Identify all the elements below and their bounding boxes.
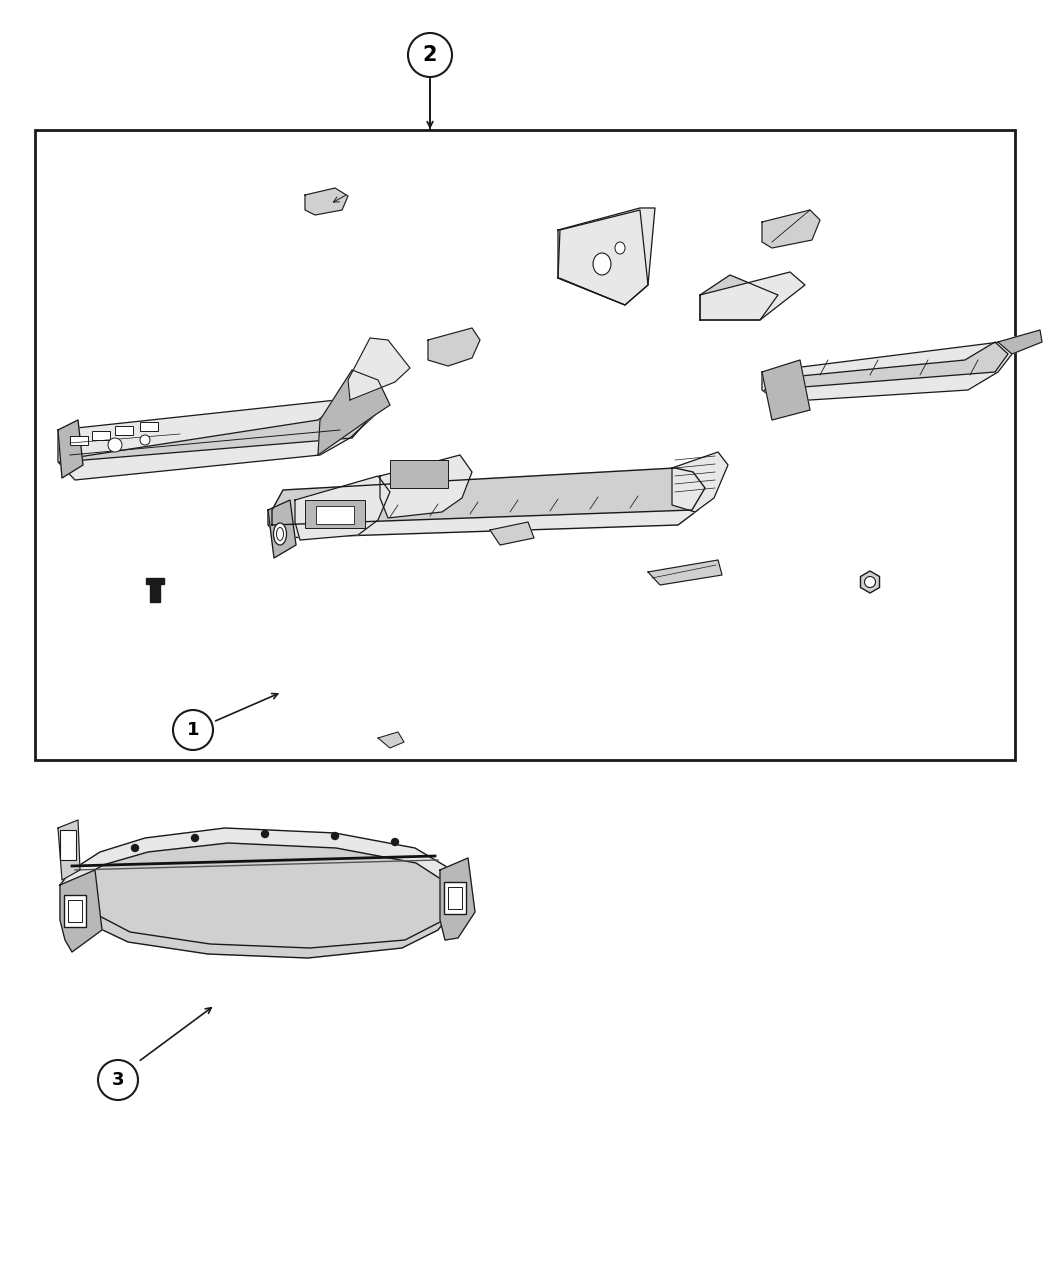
Ellipse shape [615,242,625,254]
Polygon shape [295,476,390,541]
Polygon shape [304,187,348,215]
Text: 2: 2 [423,45,437,65]
Polygon shape [268,500,296,558]
Polygon shape [58,419,83,478]
Polygon shape [58,398,375,479]
Polygon shape [63,843,455,958]
Polygon shape [428,328,480,366]
Circle shape [191,835,198,842]
Bar [316,506,354,524]
Circle shape [864,576,876,588]
Circle shape [261,830,269,838]
Circle shape [98,1060,138,1100]
Polygon shape [765,342,1008,390]
Bar [390,460,448,488]
Circle shape [108,439,122,453]
Polygon shape [60,827,458,949]
Bar [35,130,1015,760]
Polygon shape [440,858,475,940]
Bar [304,500,365,528]
Bar [70,436,88,445]
Bar [92,431,110,440]
Polygon shape [672,453,728,513]
Circle shape [332,833,338,839]
Polygon shape [380,455,472,518]
Text: 1: 1 [187,720,200,739]
Polygon shape [58,820,80,880]
Circle shape [408,33,452,76]
Circle shape [173,710,213,750]
Polygon shape [648,560,722,585]
Polygon shape [60,397,372,462]
Polygon shape [700,272,805,320]
Bar [116,426,133,435]
Bar [444,882,466,914]
Polygon shape [378,732,404,748]
Bar [448,887,462,909]
Ellipse shape [273,523,287,544]
Circle shape [392,839,399,845]
Polygon shape [348,338,410,400]
Polygon shape [318,370,390,455]
Ellipse shape [593,252,611,275]
Polygon shape [558,208,655,305]
Bar [60,830,76,861]
Polygon shape [762,342,1012,402]
Bar [140,422,158,431]
Circle shape [140,435,150,445]
Polygon shape [700,275,778,320]
Bar [68,900,82,922]
Text: 3: 3 [111,1071,124,1089]
Polygon shape [762,360,810,419]
Polygon shape [268,472,710,538]
Polygon shape [60,870,102,952]
Bar [150,580,160,602]
Circle shape [131,844,139,852]
Polygon shape [998,330,1042,354]
Polygon shape [490,521,534,544]
Bar [146,578,164,584]
Polygon shape [272,468,705,525]
Bar [64,895,86,927]
Polygon shape [558,210,648,305]
Polygon shape [762,210,820,249]
